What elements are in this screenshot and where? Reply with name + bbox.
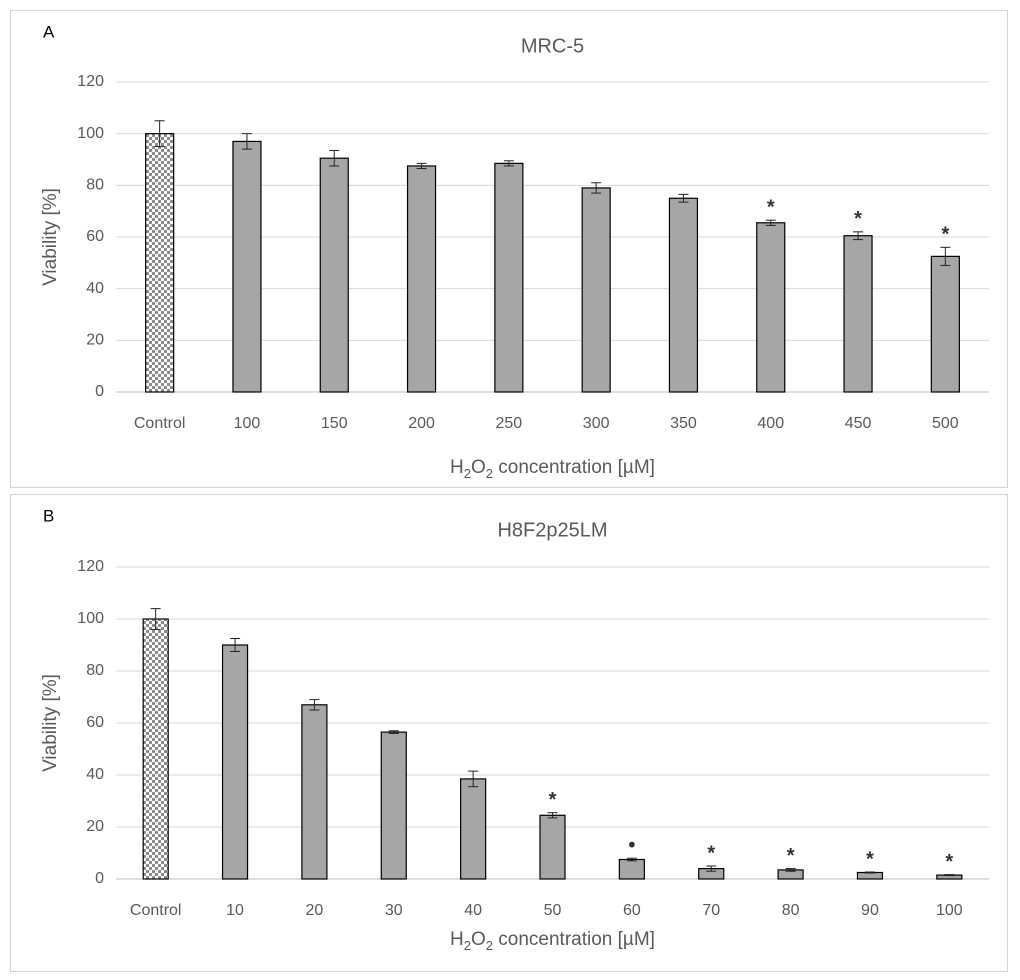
error-bar <box>329 149 340 167</box>
bar-control <box>142 618 169 880</box>
error-bar <box>468 770 479 788</box>
y-tick-label: 0 <box>95 383 104 400</box>
error-bar <box>591 182 602 194</box>
bar <box>668 197 699 393</box>
x-tick-label: Control <box>134 415 186 432</box>
y-tick-label: 40 <box>86 766 104 783</box>
error-bar <box>678 193 689 203</box>
error-bar <box>150 608 161 630</box>
x-tick-label: 80 <box>782 902 800 919</box>
bar <box>460 778 487 880</box>
x-tick-label: 450 <box>845 415 872 432</box>
error-bar <box>940 246 951 266</box>
error-bar <box>416 162 427 170</box>
bar <box>232 140 262 393</box>
y-tick-label: 0 <box>95 870 104 887</box>
y-tick-label: 80 <box>86 177 104 194</box>
x-tick-label: 50 <box>544 902 562 919</box>
error-bar <box>706 865 717 872</box>
y-tick-label: 60 <box>86 228 104 245</box>
error-bar <box>309 699 320 711</box>
bar <box>380 731 407 880</box>
chart-a-svg: A MRC-5 0 20 40 60 80 100 120 Viability [%] Contro… <box>40 22 989 481</box>
x-tick-label: 400 <box>757 415 784 432</box>
error-bar <box>853 231 864 241</box>
panel-label: A <box>43 22 55 41</box>
error-bar <box>154 120 165 148</box>
x-tick-label: 250 <box>495 415 522 432</box>
significance-marker: * <box>549 789 557 811</box>
bar <box>221 644 249 880</box>
panel-label: B <box>43 506 54 525</box>
y-axis-label: Viability [%] <box>40 188 61 286</box>
x-tick-label: 60 <box>623 902 641 919</box>
x-tick-label: 150 <box>321 415 348 432</box>
error-bar <box>230 638 241 652</box>
significance-marker: * <box>854 208 862 230</box>
significance-marker: * <box>866 848 874 870</box>
chart-b-svg: B H8F2p25LM 0 20 40 60 80 100 120 Viability [%] Co… <box>40 506 989 953</box>
y-axis-label: Viability [%] <box>40 674 61 772</box>
bar <box>756 222 786 393</box>
error-bar <box>765 219 776 226</box>
y-tick-label: 120 <box>77 73 104 90</box>
x-tick-label: 500 <box>932 415 959 432</box>
x-tick-label: Control <box>130 902 182 919</box>
chart-panel-b: B H8F2p25LM 0 20 40 60 80 100 120 Viability [%] Co… <box>10 494 1008 972</box>
x-tick-label: 200 <box>408 415 435 432</box>
chart-panel-a: A MRC-5 0 20 40 60 80 100 120 Viability [%] Contro… <box>10 10 1008 488</box>
x-tick-label: 100 <box>234 415 261 432</box>
x-tick-label: 300 <box>583 415 610 432</box>
error-bar <box>241 133 252 150</box>
significance-marker: * <box>707 842 715 864</box>
error-bar <box>547 812 558 819</box>
significance-marker: • <box>628 834 635 856</box>
bar <box>406 165 437 393</box>
bar <box>581 187 611 393</box>
y-tick-label: 120 <box>77 558 104 575</box>
chart-title: MRC-5 <box>521 35 584 57</box>
bar <box>843 235 873 393</box>
x-axis-label: H2O2 concentration [µM] <box>450 457 655 481</box>
x-tick-label: 20 <box>306 902 324 919</box>
bar-control <box>145 133 175 393</box>
y-tick-label: 20 <box>86 332 104 349</box>
x-tick-label: 90 <box>861 902 879 919</box>
x-tick-label: 70 <box>702 902 720 919</box>
y-tick-label: 80 <box>86 662 104 679</box>
significance-marker: * <box>787 845 795 867</box>
error-bar <box>864 871 875 874</box>
bar <box>494 162 524 393</box>
error-bar <box>388 730 399 734</box>
error-bar <box>626 857 637 862</box>
bar <box>618 858 645 880</box>
bar <box>539 814 566 880</box>
y-tick-label: 20 <box>86 818 104 835</box>
x-tick-label: 40 <box>464 902 482 919</box>
significance-marker: * <box>945 851 953 873</box>
significance-marker: * <box>767 196 775 218</box>
x-tick-label: 30 <box>385 902 403 919</box>
significance-marker: * <box>941 224 949 246</box>
bar <box>930 255 960 393</box>
y-tick-label: 60 <box>86 714 104 731</box>
error-bar <box>944 874 955 877</box>
x-tick-label: 350 <box>670 415 697 432</box>
y-tick-label: 100 <box>77 610 104 627</box>
bar <box>301 704 328 880</box>
x-axis-label: H2O2 concentration [µM] <box>450 929 655 953</box>
error-bar <box>503 160 514 167</box>
y-tick-label: 40 <box>86 280 104 297</box>
y-tick-label: 100 <box>77 125 104 142</box>
x-tick-label: 100 <box>936 902 963 919</box>
x-tick-label: 10 <box>226 902 244 919</box>
bar <box>319 157 349 393</box>
error-bar <box>785 868 796 872</box>
chart-title: H8F2p25LM <box>497 519 607 541</box>
